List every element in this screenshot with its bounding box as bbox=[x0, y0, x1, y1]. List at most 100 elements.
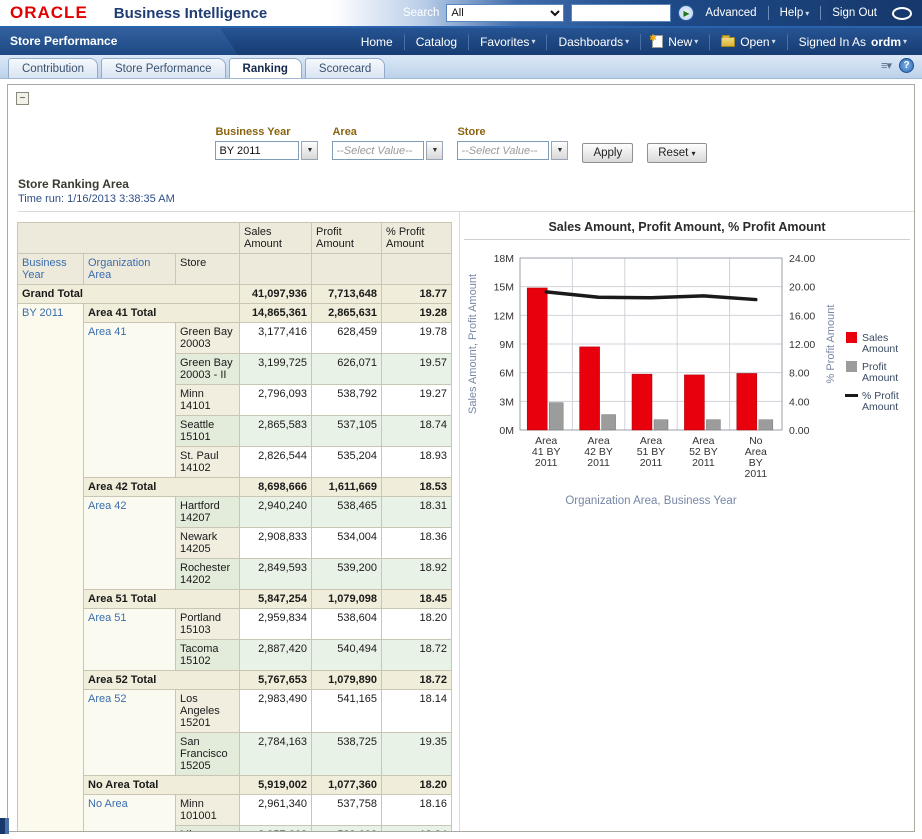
column-header: % Profit Amount bbox=[381, 222, 452, 254]
dashboard-tab-store-performance[interactable]: Store Performance bbox=[0, 28, 238, 55]
search-scope-select[interactable]: All bbox=[446, 4, 565, 22]
store-name: Minn 14101 bbox=[175, 384, 240, 416]
dashboard-nav-bar: Store Performance Home Catalog Favorites… bbox=[0, 28, 922, 55]
metric-value: 18.92 bbox=[381, 558, 452, 590]
metric-value: 18.14 bbox=[381, 689, 452, 733]
nav-catalog[interactable]: Catalog bbox=[403, 33, 468, 50]
area-total-row: Area 52 Total 5,767,653 1,079,890 18.72 bbox=[18, 670, 452, 690]
svg-text:16.00: 16.00 bbox=[789, 310, 815, 322]
area-value[interactable]: Area 41 bbox=[88, 326, 127, 338]
metric-value: 18.93 bbox=[381, 446, 452, 478]
area-input[interactable] bbox=[332, 141, 425, 160]
metric-value: 538,465 bbox=[311, 496, 382, 528]
svg-text:18M: 18M bbox=[494, 253, 514, 265]
page-tabs: Contribution Store Performance Ranking Scor… bbox=[8, 58, 386, 78]
store-name: Seattle 15101 bbox=[175, 415, 240, 447]
open-folder-icon bbox=[721, 34, 736, 47]
svg-text:Sales Amount, Profit Amount: Sales Amount, Profit Amount bbox=[467, 274, 479, 414]
store-dropdown-icon[interactable]: ▼ bbox=[551, 141, 569, 160]
store-name: San Francisco 15205 bbox=[175, 732, 240, 776]
search-input[interactable] bbox=[571, 4, 672, 22]
prompt-filters: Business Year ▼ Area ▼ Store ▼ bbox=[8, 85, 914, 163]
tab-scorecard[interactable]: Scorecard bbox=[304, 58, 386, 78]
filter-store: Store ▼ bbox=[457, 126, 569, 160]
divider bbox=[767, 6, 769, 20]
metric-value: 18.31 bbox=[381, 496, 452, 528]
area-total-row: Area 51 Total 5,847,254 1,079,098 18.45 bbox=[18, 589, 452, 609]
business-year-dropdown-icon[interactable]: ▼ bbox=[301, 141, 319, 160]
apply-button[interactable]: Apply bbox=[582, 143, 634, 163]
metric-value: 538,604 bbox=[311, 608, 382, 640]
search-go-icon[interactable]: ▶ bbox=[678, 5, 695, 21]
store-row: No Area Minn 101001 2,961,340 537,758 18.16 bbox=[18, 794, 452, 831]
area-value[interactable]: Area 42 bbox=[88, 500, 127, 512]
chart-title: Sales Amount, Profit Amount, % Profit Am… bbox=[464, 220, 910, 240]
header-organization-area[interactable]: Organization Area bbox=[88, 257, 151, 281]
svg-text:0.00: 0.00 bbox=[789, 425, 810, 437]
metric-value: 18.72 bbox=[381, 639, 452, 671]
metric-value: 2,784,163 bbox=[239, 732, 312, 776]
metric-value: 2,940,240 bbox=[239, 496, 312, 528]
nav-dashboards[interactable]: Dashboards ▾ bbox=[546, 33, 640, 50]
area-value[interactable]: Area 52 bbox=[88, 693, 127, 705]
account-icon[interactable] bbox=[892, 6, 912, 20]
store-name: Minn 102002 bbox=[175, 825, 240, 831]
metric-value: 18.36 bbox=[381, 527, 452, 559]
store-row: Tacoma 15102 2,887,420 540,494 18.72 bbox=[18, 639, 452, 671]
store-name: Tacoma 15102 bbox=[175, 639, 240, 671]
nav-new[interactable]: New▾ bbox=[640, 30, 709, 50]
svg-text:Organization Area, Business Ye: Organization Area, Business Year bbox=[565, 495, 737, 507]
combo-chart[interactable]: 18M 24.00 15M 20.00 12M 16.00 9M 12.00 6M 8.00 3M 4… bbox=[460, 246, 914, 523]
store-label: Store bbox=[457, 126, 486, 138]
username: ordm bbox=[870, 34, 901, 49]
global-nav: Home Catalog Favorites▾ Dashboards▾ New▾… bbox=[350, 28, 918, 55]
business-year-input[interactable] bbox=[215, 141, 300, 160]
year-value[interactable]: BY 2011 bbox=[22, 307, 64, 319]
time-run: Time run: 1/16/2013 3:38:35 AM bbox=[18, 193, 175, 205]
collapse-section-icon[interactable]: − bbox=[16, 92, 29, 105]
area-dropdown-icon[interactable]: ▼ bbox=[426, 141, 444, 160]
report-area: Sales Amount Profit Amount% Profit Amount… bbox=[8, 212, 914, 831]
nav-favorites[interactable]: Favorites ▾ bbox=[468, 33, 546, 50]
divider bbox=[820, 6, 822, 20]
store-row: Seattle 15101 2,865,583 537,105 18.74 bbox=[18, 415, 452, 447]
metric-value: 2,983,490 bbox=[239, 689, 312, 733]
metric-value: 19.27 bbox=[381, 384, 452, 416]
tab-store-performance[interactable]: Store Performance bbox=[101, 58, 226, 78]
store-row: Area 42 Hartford 14207 2,940,240 538,465 18.… bbox=[18, 496, 452, 590]
store-input[interactable] bbox=[457, 141, 550, 160]
tab-contribution[interactable]: Contribution bbox=[8, 58, 99, 78]
metric-value: 628,459 bbox=[311, 322, 382, 354]
column-header: Profit Amount bbox=[311, 222, 382, 254]
metric-value: 539,602 bbox=[311, 825, 382, 831]
nav-signed-in-as[interactable]: Signed In As ordm ▾ bbox=[786, 33, 918, 50]
metric-value: 19.78 bbox=[381, 322, 452, 354]
sign-out-link[interactable]: Sign Out bbox=[832, 7, 877, 19]
section-header: Store Ranking Area Time run: 1/16/2013 3… bbox=[8, 163, 914, 212]
metric-value: 535,204 bbox=[311, 446, 382, 478]
metric-value: 2,887,420 bbox=[239, 639, 312, 671]
metric-value: 534,004 bbox=[311, 527, 382, 559]
help-icon[interactable]: ? bbox=[899, 58, 914, 73]
nav-home[interactable]: Home bbox=[360, 34, 393, 49]
store-name: Portland 15103 bbox=[175, 608, 240, 640]
svg-text:9M: 9M bbox=[499, 339, 514, 351]
header-business-year[interactable]: Business Year bbox=[22, 257, 67, 281]
metric-value: 537,105 bbox=[311, 415, 382, 447]
filter-business-year: Business Year ▼ bbox=[215, 126, 319, 160]
ranking-table: Sales Amount Profit Amount% Profit Amount… bbox=[17, 222, 452, 831]
nav-open[interactable]: Open ▾ bbox=[709, 33, 786, 50]
metric-value: 2,959,834 bbox=[239, 608, 312, 640]
metric-value: 18.74 bbox=[381, 415, 452, 447]
page-options-icon[interactable]: ≡▾ bbox=[881, 60, 892, 72]
tab-ranking[interactable]: Ranking bbox=[228, 58, 302, 78]
metric-value: 538,792 bbox=[311, 384, 382, 416]
area-value[interactable]: Area 51 bbox=[88, 612, 127, 624]
help-menu[interactable]: Help ▾ bbox=[779, 7, 810, 19]
reset-button[interactable]: Reset ▾ bbox=[647, 143, 707, 163]
area-value[interactable]: No Area bbox=[88, 798, 128, 810]
advanced-link[interactable]: Advanced bbox=[705, 7, 757, 19]
